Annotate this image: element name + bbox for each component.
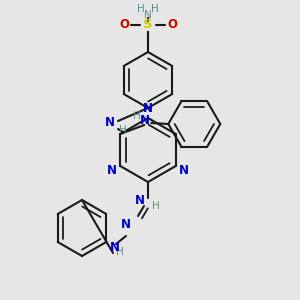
Text: N: N [140,115,150,128]
Text: N: N [179,164,189,178]
Text: N: N [105,116,115,130]
Text: S: S [143,19,153,32]
Text: H: H [119,125,127,135]
Text: N: N [121,218,131,230]
Text: N: N [106,164,117,178]
Text: O: O [119,19,129,32]
Text: N: N [144,10,152,20]
Text: N: N [110,241,120,254]
Text: H: H [134,111,141,121]
Text: H: H [116,247,124,257]
Text: N: N [135,194,145,206]
Text: H: H [152,201,160,211]
Text: H: H [137,4,145,14]
Text: O: O [167,19,177,32]
Text: H: H [151,4,159,14]
Text: N: N [143,101,153,115]
